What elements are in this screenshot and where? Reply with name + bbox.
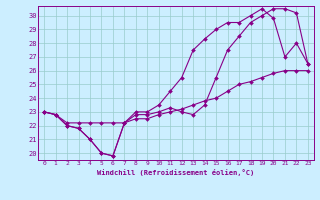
X-axis label: Windchill (Refroidissement éolien,°C): Windchill (Refroidissement éolien,°C)	[97, 169, 255, 176]
